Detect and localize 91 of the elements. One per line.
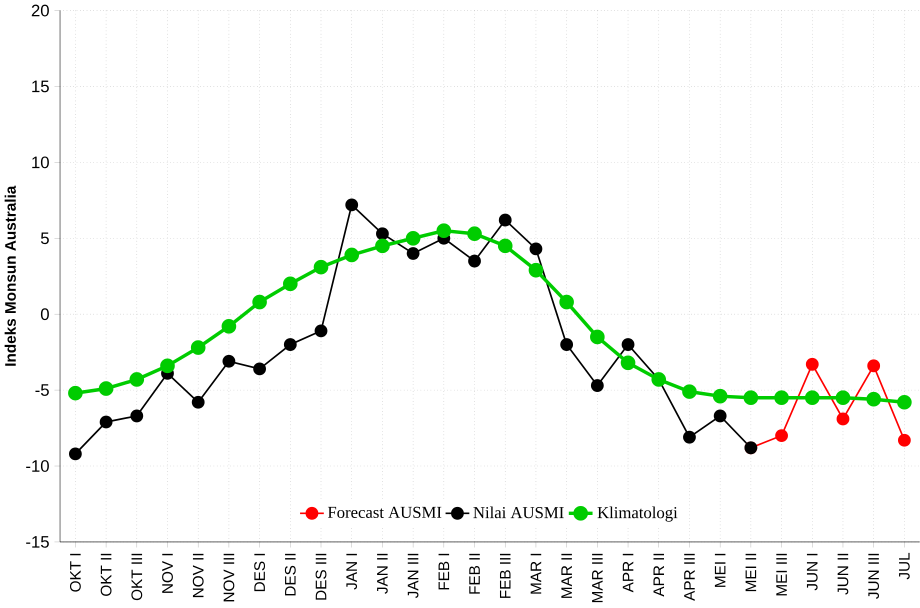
point [528, 262, 544, 278]
point [498, 214, 512, 226]
point [836, 412, 850, 426]
point [468, 254, 481, 268]
point [283, 276, 298, 292]
point [590, 330, 605, 344]
point [590, 379, 604, 392]
y-tick-label: -5 [35, 384, 49, 396]
point [897, 394, 912, 410]
x-tick-label: APR II [654, 554, 664, 597]
point [467, 226, 482, 241]
point [498, 238, 513, 254]
x-tick-label: MEI III [776, 554, 787, 596]
x-tick-label: JUN I [806, 554, 818, 590]
y-axis-title: Indeks Monsun Australia [4, 186, 16, 366]
point [774, 390, 789, 405]
x-tick-label: MAR I [530, 554, 542, 594]
y-tick-label: -10 [26, 460, 49, 472]
x-tick-label: JUL [899, 552, 910, 580]
x-tick-label: NOV III [224, 554, 234, 602]
y-tick-label: 5 [40, 232, 49, 244]
point [806, 358, 819, 371]
point [252, 294, 267, 310]
point [190, 340, 206, 355]
point [375, 238, 390, 254]
point [314, 260, 328, 274]
y-tick-label: 15 [32, 80, 49, 92]
x-tick-label: APR III [684, 554, 695, 601]
point [712, 388, 728, 404]
point [804, 390, 820, 405]
x-tick-label: FEB II [469, 554, 480, 594]
x-tick-label: JAN I [346, 554, 358, 590]
x-tick-label: DES II [284, 554, 296, 596]
point [376, 227, 389, 240]
y-tick-label: -15 [26, 536, 49, 548]
y-tick-label: 20 [32, 4, 49, 16]
x-tick-label: DES I [254, 554, 266, 592]
point [222, 319, 236, 334]
point [130, 409, 144, 422]
point [345, 198, 358, 212]
x-tick-label: MEI I [714, 554, 726, 587]
point [406, 230, 420, 246]
point [314, 324, 328, 338]
x-tick-label: MEI II [746, 554, 756, 592]
point [775, 429, 788, 442]
y-tick-label: 10 [32, 156, 49, 168]
point [68, 386, 83, 400]
x-tick-label: NOV I [162, 554, 173, 593]
x-tick-label: APR I [622, 554, 634, 592]
point [683, 430, 696, 444]
x-tick-label: JAN III [408, 554, 418, 598]
point [559, 294, 574, 310]
x-tick-label: JAN II [377, 554, 388, 594]
x-tick-label: OKT III [131, 554, 142, 600]
point [867, 359, 880, 372]
point [836, 390, 850, 405]
point [622, 338, 634, 351]
x-tick-label: JUN III [868, 554, 880, 599]
point [620, 355, 636, 370]
point [222, 354, 236, 368]
point [98, 381, 114, 396]
point [744, 390, 758, 405]
legend-label: Klimatologi [598, 506, 678, 522]
x-tick-label: JUN II [838, 554, 848, 595]
point [406, 247, 420, 260]
point [530, 242, 542, 256]
point [866, 392, 881, 406]
legend-label: Nilai AUSMI [473, 506, 564, 518]
x-tick-label: NOV II [192, 554, 204, 598]
point [714, 409, 727, 422]
point [129, 372, 144, 387]
point [436, 223, 452, 238]
point [68, 447, 82, 460]
point [192, 396, 205, 409]
point [344, 248, 360, 262]
point [898, 434, 911, 447]
point [682, 384, 697, 399]
x-tick-label: MAR II [561, 554, 572, 598]
x-tick-label: DES III [316, 554, 326, 600]
point [560, 338, 574, 351]
point [284, 338, 297, 351]
x-tick-label: OKT II [100, 554, 112, 596]
x-tick-label: FEB III [500, 554, 510, 598]
legend-label: Forecast AUSMI [328, 506, 442, 518]
point [100, 416, 112, 428]
x-tick-label: MAR III [592, 554, 603, 602]
point [253, 362, 266, 376]
x-tick-label: OKT I [70, 554, 81, 592]
point [160, 358, 175, 374]
y-tick-label: 0 [40, 308, 49, 320]
x-tick-label: FEB I [438, 554, 450, 590]
